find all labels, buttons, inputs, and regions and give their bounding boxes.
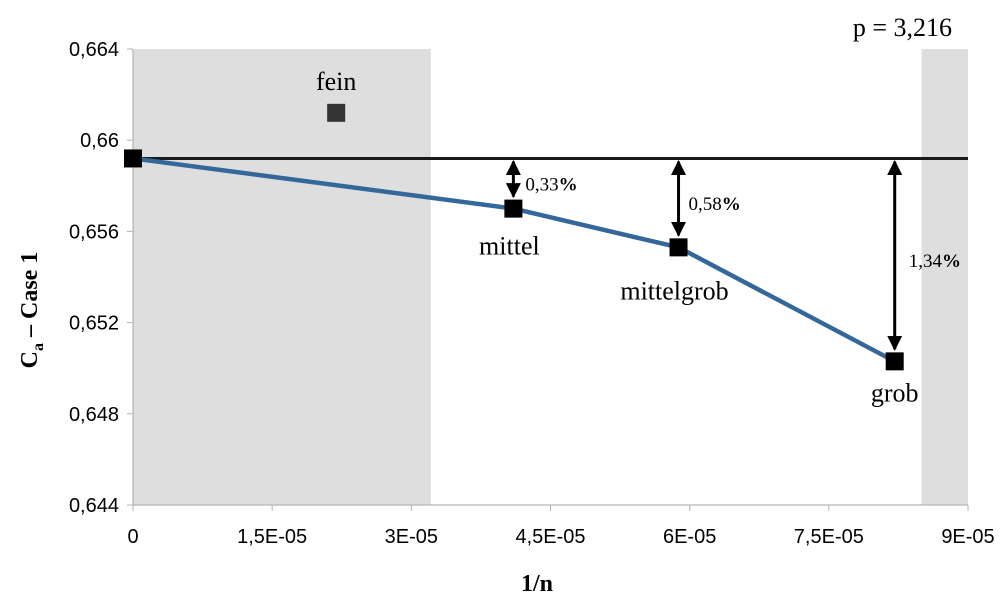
difference-label-0: 0,33% [525,175,577,196]
y-tick-label-5: 0,664 [69,39,119,61]
series-group [124,103,904,371]
data-point-0 [124,149,142,168]
y-tick-label-0: 0,644 [69,495,119,517]
point-label-mittel: mittel [479,232,540,261]
point-label-mittelgrob: mittelgrob [620,276,728,305]
data-point-2 [669,238,688,257]
difference-value-0: 0,33 [525,175,558,196]
difference-value-1: 0,58 [689,194,722,215]
y-tick-label-4: 0,66 [80,130,119,152]
x-tick-label-0: 0 [127,526,138,548]
point-label-grob: grob [871,378,919,407]
x-tick-label-6: 9E-05 [941,526,994,548]
difference-arrows: 0,33%0,58%1,34% [505,159,961,351]
difference-label-1: 0,58% [689,194,741,215]
p-annotation: p = 3,216 [853,13,952,42]
x-tick-label-4: 6E-05 [663,526,716,548]
y-axis-title-sub: a [30,343,47,351]
y-tick-label-3: 0,656 [69,221,119,243]
x-tick-label-3: 4,5E-05 [515,526,585,548]
y-axis-title: Ca – Case 1 [17,252,47,369]
difference-unit-1: % [722,194,741,215]
point-label-fein: fein [316,67,356,96]
data-point-fein [327,103,346,122]
difference-unit-0: % [559,175,578,196]
x-tick-label-5: 7,5E-05 [794,526,864,548]
x-tick-label-2: 3E-05 [385,526,438,548]
point-labels: fein mittel mittelgrob grob [316,67,919,408]
axes: 0,644 0,648 0,652 0,656 0,66 0,664 0 1,5E-05 3E-… [69,39,995,548]
y-tick-label-2: 0,652 [69,313,119,335]
x-tick-label-1: 1,5E-05 [237,526,307,548]
x-axis-title: 1/n [521,571,553,597]
shaded-regions [133,49,968,505]
y-axis-title-rest: – Case 1 [17,252,43,343]
shaded-region-1 [921,49,968,505]
y-axis-title-main: C [17,351,43,368]
difference-value-2: 1,34 [909,251,943,272]
shaded-region-0 [133,49,431,505]
difference-label-2: 1,34% [909,251,961,272]
data-point-1 [504,199,523,218]
y-tick-label-1: 0,648 [69,404,119,426]
data-point-3 [885,352,904,371]
difference-unit-2: % [942,251,961,272]
series-line-0 [132,156,896,364]
